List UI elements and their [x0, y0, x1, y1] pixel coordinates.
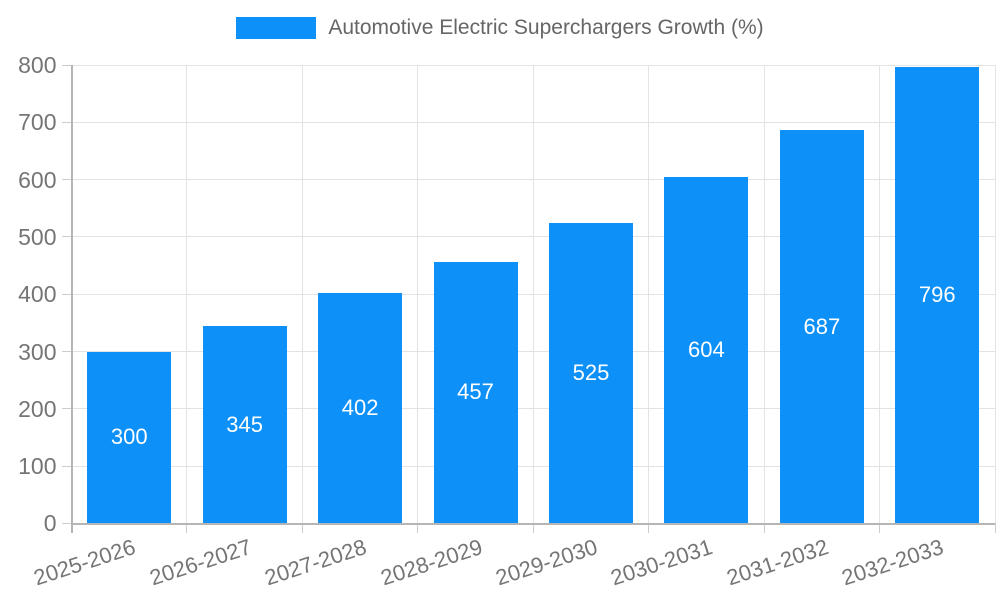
- x-tick-mark: [186, 523, 188, 534]
- y-tick-label: 200: [18, 395, 57, 422]
- x-tick-mark: [763, 523, 765, 534]
- y-tick-mark: [61, 121, 72, 123]
- bar-value-label: 796: [918, 282, 956, 308]
- y-tick-label: 500: [18, 223, 57, 250]
- y-tick-mark: [61, 522, 72, 524]
- y-tick-label: 100: [18, 453, 57, 480]
- y-tick-label: 800: [18, 52, 57, 79]
- bar: [87, 351, 172, 524]
- y-tick-mark: [61, 293, 72, 295]
- y-tick-mark: [61, 179, 72, 181]
- y-tick-mark: [61, 408, 72, 410]
- y-tick-label: 400: [18, 281, 57, 308]
- bar-value-label: 345: [226, 411, 264, 437]
- bar-value-label: 402: [341, 395, 379, 421]
- legend-label: Automotive Electric Superchargers Growth…: [328, 16, 764, 39]
- y-axis-line: [70, 65, 73, 534]
- bar-value-label: 457: [457, 379, 494, 405]
- bar: [318, 293, 403, 524]
- chart-legend: Automotive Electric Superchargers Growth…: [0, 16, 1000, 40]
- bar: [548, 222, 633, 524]
- x-gridline: [994, 65, 996, 524]
- x-tick-mark: [532, 523, 534, 534]
- x-gridline: [186, 65, 188, 524]
- x-gridline: [532, 65, 534, 524]
- bar-value-label: 525: [572, 359, 610, 385]
- x-axis-line: [70, 523, 995, 526]
- x-gridline: [763, 65, 765, 524]
- bar: [895, 67, 980, 524]
- x-gridline: [301, 65, 303, 524]
- y-tick-label: 700: [18, 109, 57, 136]
- x-gridline: [648, 65, 650, 524]
- y-tick-label: 600: [18, 166, 57, 193]
- x-tick-mark: [994, 523, 996, 534]
- y-tick-label: 300: [18, 338, 57, 365]
- x-tick-mark: [301, 523, 303, 534]
- bar: [202, 325, 287, 524]
- legend-item[interactable]: Automotive Electric Superchargers Growth…: [236, 16, 764, 40]
- bar-value-label: 604: [688, 337, 725, 363]
- x-gridline: [879, 65, 881, 524]
- x-tick-mark: [879, 523, 881, 534]
- bar: [779, 129, 864, 524]
- y-tick-mark: [61, 64, 72, 66]
- bar-value-label: 300: [110, 424, 148, 450]
- y-tick-mark: [61, 351, 72, 352]
- y-tick-label: 0: [43, 510, 57, 537]
- x-gridline: [417, 65, 419, 524]
- x-tick-mark: [417, 523, 419, 534]
- bar: [664, 177, 749, 524]
- y-tick-mark: [61, 236, 72, 238]
- y-tick-mark: [61, 465, 72, 467]
- bar: [433, 261, 518, 524]
- x-tick-mark: [648, 523, 650, 534]
- bar-value-label: 687: [803, 313, 841, 339]
- legend-swatch-icon: [236, 17, 317, 39]
